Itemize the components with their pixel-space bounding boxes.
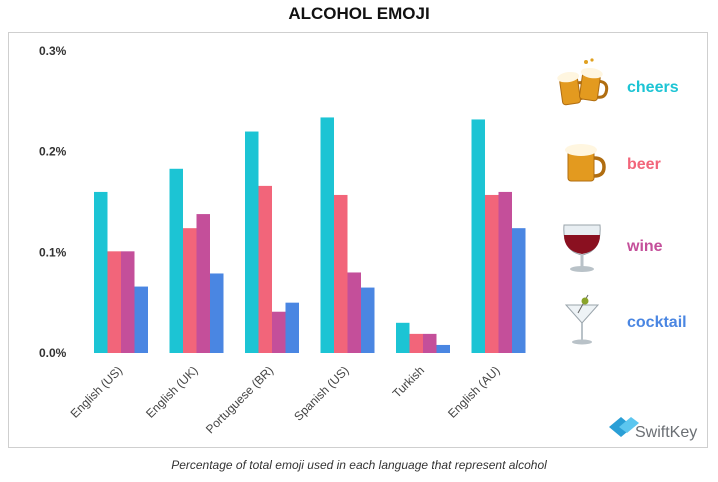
y-tick-label: 0.3%	[39, 44, 67, 58]
category-label: Turkish	[390, 363, 427, 400]
bar-cocktail	[361, 287, 375, 353]
y-tick-label: 0.2%	[39, 145, 67, 159]
swiftkey-logo: SwiftKey	[609, 417, 697, 441]
legend-label-cheers: cheers	[627, 79, 679, 96]
y-tick-label: 0.0%	[39, 346, 67, 360]
swiftkey-icon	[609, 417, 639, 437]
category-label: English (UK)	[143, 363, 201, 421]
y-tick-label: 0.1%	[39, 245, 67, 259]
category-label: English (AU)	[445, 363, 503, 421]
chart-frame: 0.0% 0.1% 0.2% 0.3% English (US) English (UK…	[8, 32, 708, 448]
x-axis-labels: English (US) English (UK) Portuguese (BR) S…	[68, 363, 503, 436]
bar-cocktail	[134, 286, 148, 353]
bar-cocktail	[210, 273, 224, 353]
wine-glass-icon	[563, 224, 601, 272]
chart-title: ALCOHOL EMOJI	[288, 4, 430, 23]
bars	[94, 117, 526, 353]
bar-wine	[196, 214, 210, 353]
bar-beer	[107, 251, 121, 353]
y-axis: 0.0% 0.1% 0.2% 0.3%	[39, 44, 67, 360]
bar-cheers	[169, 168, 183, 353]
bar-wine	[498, 191, 512, 353]
bar-cheers	[320, 117, 334, 353]
bar-cocktail	[512, 228, 526, 353]
bar-wine	[423, 333, 437, 353]
bar-chart: 0.0% 0.1% 0.2% 0.3% English (US) English (UK…	[39, 44, 697, 441]
chart-caption: Percentage of total emoji used in each l…	[171, 458, 547, 472]
bar-beer	[334, 194, 348, 353]
bar-cheers	[471, 119, 485, 353]
beer-mug-icon	[565, 144, 606, 182]
bar-cocktail	[285, 302, 299, 353]
cheers-beer-mugs-icon	[557, 58, 609, 106]
category-label: Portuguese (BR)	[203, 363, 276, 436]
bar-cheers	[245, 131, 259, 353]
bar-beer	[485, 194, 499, 353]
cocktail-glass-icon	[564, 294, 600, 345]
legend-label-wine: wine	[626, 238, 663, 255]
legend-label-cocktail: cocktail	[627, 314, 687, 331]
brand-name: SwiftKey	[635, 424, 697, 441]
bar-cheers	[94, 191, 108, 353]
bar-wine	[272, 311, 286, 353]
bar-wine	[347, 272, 361, 353]
legend: cheers beer wine cocktail	[557, 58, 687, 345]
bar-cocktail	[436, 344, 450, 353]
category-label: English (US)	[68, 363, 126, 421]
legend-label-beer: beer	[627, 156, 661, 173]
bar-beer	[409, 333, 423, 353]
bar-beer	[183, 228, 197, 353]
category-label: Spanish (US)	[291, 363, 351, 423]
bar-wine	[121, 251, 135, 353]
bar-cheers	[396, 322, 410, 353]
bar-beer	[258, 185, 272, 353]
